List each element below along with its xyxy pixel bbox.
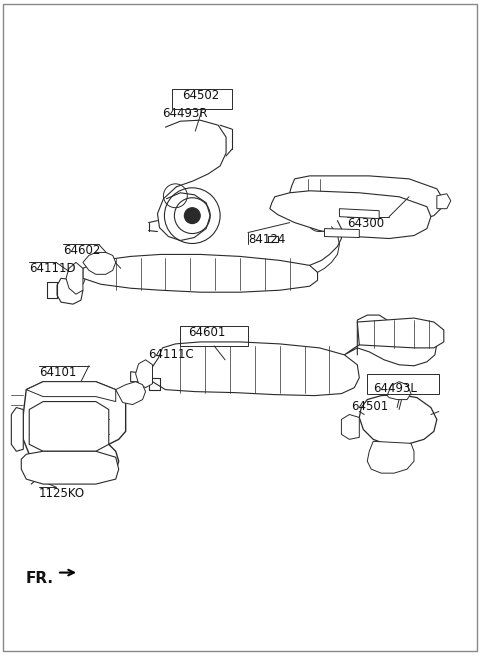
- Text: 84124: 84124: [248, 233, 285, 246]
- Polygon shape: [26, 382, 116, 402]
- Polygon shape: [116, 382, 145, 405]
- Polygon shape: [270, 191, 431, 238]
- Polygon shape: [290, 176, 443, 223]
- Polygon shape: [23, 382, 126, 483]
- Text: 64502: 64502: [182, 89, 219, 102]
- Text: FR.: FR.: [25, 571, 53, 586]
- Text: 64493R: 64493R: [162, 107, 208, 121]
- Circle shape: [391, 413, 403, 426]
- Bar: [180, 326, 248, 346]
- Text: 64601: 64601: [188, 326, 226, 339]
- Text: 64111C: 64111C: [148, 348, 194, 361]
- Text: 64300: 64300: [348, 217, 384, 230]
- Text: 64501: 64501: [351, 400, 389, 413]
- Text: 64493L: 64493L: [373, 382, 417, 395]
- Polygon shape: [357, 318, 444, 348]
- Polygon shape: [29, 402, 109, 451]
- Polygon shape: [66, 263, 83, 294]
- Polygon shape: [367, 441, 414, 473]
- Polygon shape: [360, 394, 437, 445]
- Text: 64111D: 64111D: [29, 263, 76, 275]
- Polygon shape: [437, 194, 451, 209]
- Polygon shape: [136, 360, 153, 388]
- Polygon shape: [83, 252, 116, 274]
- Polygon shape: [341, 415, 360, 440]
- Bar: [367, 374, 439, 394]
- Polygon shape: [387, 382, 411, 400]
- Polygon shape: [83, 254, 318, 292]
- Polygon shape: [12, 407, 23, 451]
- Polygon shape: [21, 451, 119, 484]
- Text: 64101: 64101: [39, 365, 76, 379]
- Polygon shape: [339, 209, 379, 219]
- Bar: [172, 89, 232, 109]
- Polygon shape: [151, 342, 360, 396]
- Polygon shape: [344, 330, 437, 365]
- Circle shape: [184, 208, 200, 223]
- Text: 1125KO: 1125KO: [39, 487, 85, 500]
- Text: 64602: 64602: [63, 244, 100, 257]
- Polygon shape: [324, 229, 360, 238]
